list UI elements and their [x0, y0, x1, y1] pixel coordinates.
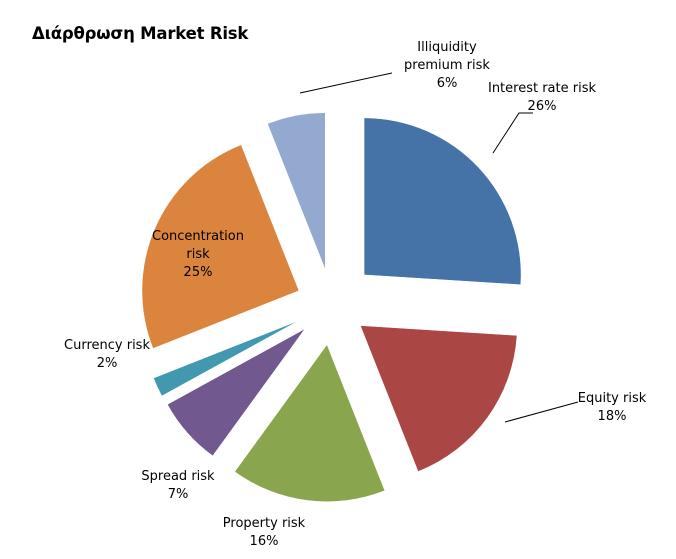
slice-value-illiquidity-premium-risk: 6% [437, 76, 458, 91]
data-labels: Interest rate risk 26% Equity risk 18% Prope… [64, 40, 647, 549]
slice-value-spread-risk: 7% [168, 487, 189, 502]
slice-value-currency-risk: 2% [97, 356, 118, 371]
slice-label-interest-rate-risk: Interest rate risk [488, 81, 596, 96]
slice-label-concentration-risk: Concentration [152, 229, 244, 244]
slice-label-equity-risk: Equity risk [578, 391, 647, 406]
pie-slice-illiquidity-premium-risk [267, 112, 326, 270]
pie-slice-property-risk [234, 344, 386, 502]
pie-slice-concentration-risk [141, 144, 300, 349]
slice-value-property-risk: 16% [250, 534, 279, 549]
slice-value-concentration-risk: 25% [184, 265, 213, 280]
slice-label-currency-risk: Currency risk [64, 338, 150, 353]
slice-value-equity-risk: 18% [598, 409, 627, 424]
slice-label-illiquidity-premium-risk: Illiquidity [417, 40, 477, 55]
slice-label-illiquidity-premium-risk: premium risk [404, 58, 490, 73]
pie-slice-currency-risk [153, 320, 300, 397]
chart-title: Διάρθρωση Market Risk [32, 24, 249, 43]
slice-label-spread-risk: Spread risk [141, 469, 215, 484]
slice-label-property-risk: Property risk [223, 516, 306, 531]
leader-line-interest-rate-risk [492, 112, 533, 154]
slice-value-interest-rate-risk: 26% [528, 99, 557, 114]
leader-line-equity-risk [504, 401, 579, 423]
pie-slice-equity-risk [359, 325, 518, 472]
leader-line-illiquidity-premium-risk [299, 72, 393, 94]
pie-slice-interest-rate-risk [363, 117, 522, 286]
pie-slices [141, 112, 522, 502]
pie-slice-spread-risk [167, 328, 306, 457]
slice-label-concentration-risk: risk [186, 247, 210, 262]
